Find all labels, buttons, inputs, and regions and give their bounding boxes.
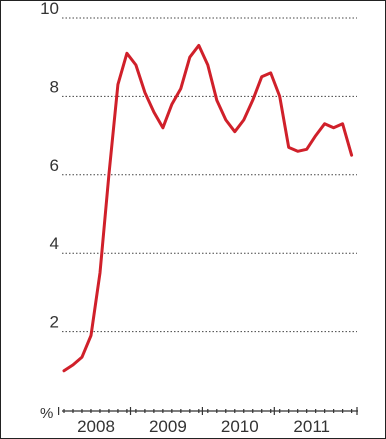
y-tick-label: 6: [50, 156, 59, 175]
series-line-0: [62, 43, 354, 373]
y-tick-labels: 2 4 6 8 10%: [40, 0, 59, 422]
series-layer: [62, 43, 354, 373]
x-tick-label: 2008: [77, 417, 115, 436]
y-unit-label: %: [40, 405, 53, 422]
x-tick-label: 2009: [149, 417, 187, 436]
x-axis: 2008 2009 2010 2011: [58, 407, 358, 436]
y-tick-label: 2: [50, 313, 59, 332]
y-tick-label: 8: [50, 77, 59, 96]
x-tick-label: 2011: [293, 417, 330, 436]
x-tick-label: 2010: [221, 417, 259, 436]
y-tick-label: 4: [50, 234, 59, 253]
y-tick-label: 10: [40, 0, 59, 18]
grid-lines: [62, 17, 357, 333]
